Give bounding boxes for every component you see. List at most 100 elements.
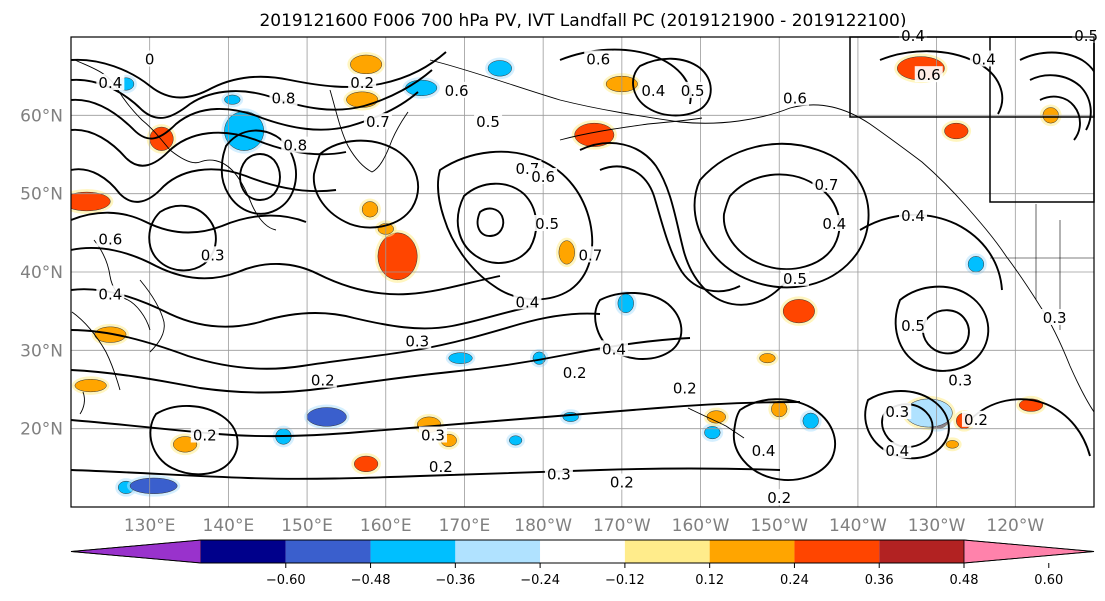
contour-label-bg (899, 27, 928, 43)
contour-line (71, 312, 601, 370)
contour-label-bg (780, 89, 809, 106)
longitude-label: 170°E (439, 516, 491, 536)
colorbar-tick-label: −0.60 (266, 573, 306, 588)
contour-line (594, 291, 683, 360)
contour-label: 0.6 (917, 66, 941, 84)
colorbar-segment (285, 540, 371, 563)
contour-line (456, 182, 538, 264)
shaded-region (306, 407, 347, 427)
contour-line (579, 142, 791, 306)
contour-label: 0.3 (201, 246, 225, 264)
contour-label-bg (678, 81, 707, 98)
colorbar-segment (540, 540, 625, 563)
colorbar-tick-label: 0.48 (950, 573, 979, 588)
colorbar-tick-label: −0.24 (520, 573, 560, 588)
colorbar-segment (794, 540, 880, 563)
colorbar-extend-high (963, 539, 1095, 564)
shaded-region (617, 293, 634, 313)
contour-label: 0.2 (193, 427, 217, 445)
longitude-label: 130°E (124, 516, 176, 536)
contour-line (436, 150, 594, 301)
coastline-hawaii (687, 407, 745, 439)
contour-label: 0.2 (673, 380, 697, 398)
longitude-label: 170°W (593, 516, 651, 536)
latitude-label: 60°N (20, 106, 63, 126)
shaded-region (944, 122, 969, 140)
coastline-china (71, 311, 121, 391)
shaded-region (759, 353, 776, 364)
contour-label-bg (96, 74, 125, 90)
shaded-region (71, 191, 111, 212)
contour-label: 0.4 (515, 293, 539, 311)
contour-label-bg (529, 168, 558, 184)
contour-label-bg (544, 465, 573, 482)
shading-layer (71, 52, 1062, 497)
longitude-labels: 130°E 140°E 150°E 160°E 170°E 180°W 170°W 160°W… (124, 516, 1045, 536)
contour-labels: 0 0.8 0.8 0.2 0.6 0.5 0.7 0.7 0.6 0.5 0.7 0.4 0.5 0.6… (96, 27, 1101, 507)
colorbar-tick-label: −0.12 (605, 573, 645, 588)
contour-label-bg (765, 489, 794, 506)
contour-label: 0.3 (885, 403, 909, 421)
contour-label: 0.7 (578, 246, 602, 264)
map-title: 2019121600 F006 700 hPa PV, IVT Landfall… (259, 11, 906, 31)
shaded-region (558, 240, 575, 265)
contour-label: 0.2 (610, 474, 634, 492)
shaded-region (704, 426, 721, 440)
colorbar-tick-label: 0.12 (695, 573, 724, 588)
coastline-kamchatka (329, 89, 409, 173)
colorbar-tick-label: −0.36 (435, 573, 475, 588)
contour-line (312, 139, 420, 229)
contour-label: 0.5 (1074, 27, 1098, 45)
contour-line (599, 165, 741, 293)
colorbar-tick-label: 0.60 (1034, 573, 1063, 588)
longitude-label: 150°E (281, 516, 333, 536)
latitude-label: 20°N (20, 420, 63, 440)
contour-label: 0.3 (948, 372, 972, 390)
shaded-region (405, 79, 438, 96)
contour-label: 0.3 (547, 466, 571, 484)
contour-label-bg (533, 215, 562, 231)
contour-line (71, 91, 419, 140)
contour-line (71, 69, 433, 119)
contour-label: 0.4 (98, 286, 122, 304)
contour-label-bg (576, 246, 605, 263)
contour-label-bg (899, 207, 928, 224)
contour-label-bg (961, 410, 990, 427)
longitude-label: 140°W (829, 516, 887, 536)
contour-label: 0.4 (98, 74, 122, 92)
colorbar: −0.60 −0.48 −0.36 −0.24 −0.12 0.12 0.24 0.36 0.4… (70, 539, 1095, 588)
contour-label-bg (780, 269, 809, 286)
contour-label: 0.4 (602, 340, 626, 358)
contour-label-bg (883, 403, 912, 419)
longitude-label: 140°E (203, 516, 255, 536)
shaded-region (802, 412, 819, 429)
contour-label: 0.3 (405, 333, 429, 351)
contour-label-bg (584, 50, 613, 67)
contour-line (239, 153, 281, 201)
contour-label: 0.6 (98, 231, 122, 249)
contour-label-bg (190, 426, 219, 443)
contour-label-bg (403, 332, 432, 349)
contour-label: 0.4 (822, 215, 846, 233)
shaded-region (224, 94, 241, 105)
contour-line (71, 51, 447, 99)
contour-label-bg (812, 175, 841, 192)
shaded-region (129, 477, 178, 494)
shaded-region (377, 232, 418, 281)
contour-label: 0.2 (350, 74, 374, 92)
contour-label-bg (1040, 309, 1069, 325)
contour-label-bg (442, 81, 471, 98)
contour-label: 0.5 (535, 215, 559, 233)
contour-label-bg (946, 371, 975, 388)
contour-label: 0.8 (283, 137, 307, 155)
contour-line (71, 337, 691, 394)
shaded-region (448, 352, 473, 364)
contour-label: 0.6 (783, 90, 807, 108)
contour-label: 0.5 (783, 270, 807, 288)
latitude-label: 30°N (20, 341, 63, 361)
contour-label-bg (96, 230, 125, 247)
contour-label-bg (474, 113, 503, 130)
contour-label: 0.7 (815, 176, 839, 194)
contour-label-bg (607, 473, 636, 490)
